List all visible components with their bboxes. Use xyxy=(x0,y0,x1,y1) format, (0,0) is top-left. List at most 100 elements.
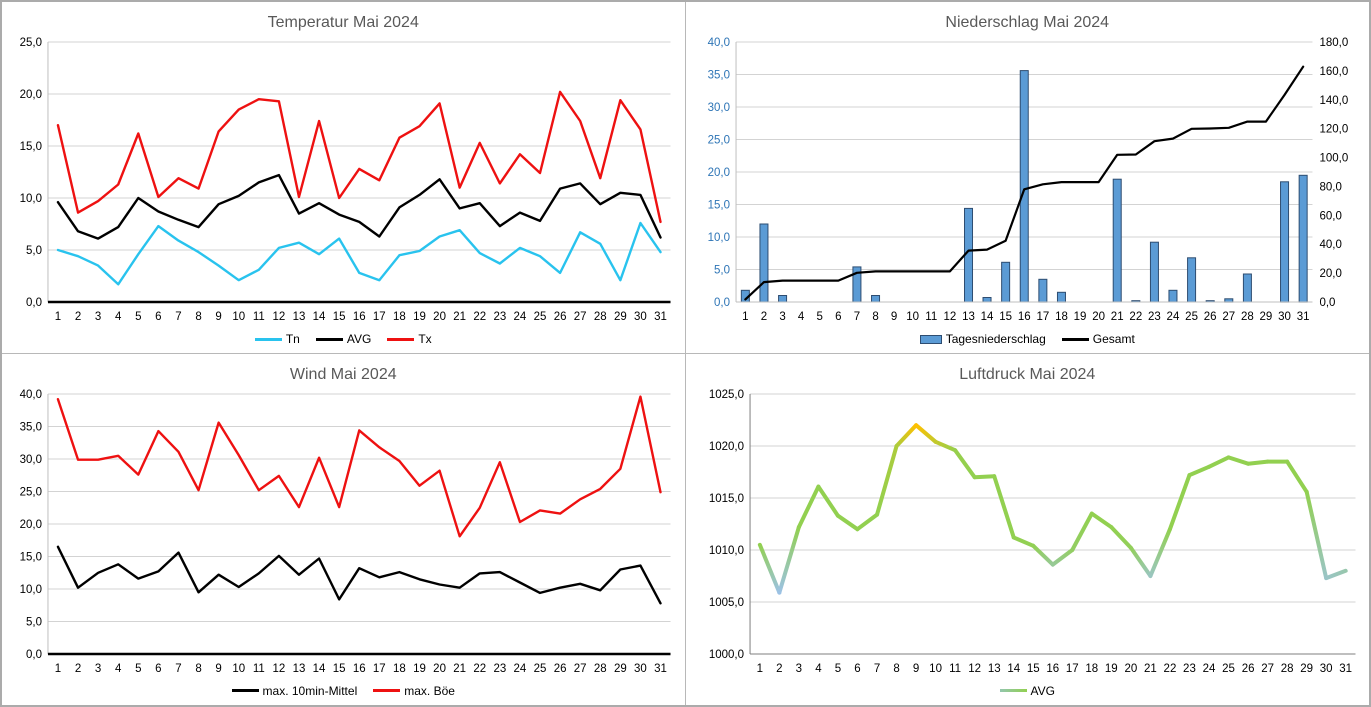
y-axis-tick-label: 1020,0 xyxy=(708,441,743,453)
x-axis-tick-label: 12 xyxy=(273,662,286,674)
legend-label-tn: Tn xyxy=(285,332,300,346)
x-axis-tick-label: 26 xyxy=(554,662,567,674)
y2-axis-tick-label: 180,0 xyxy=(1319,37,1348,49)
x-axis-tick-label: 30 xyxy=(1319,663,1332,675)
gridlines xyxy=(749,393,1355,654)
y2-axis-tick-label: 0,0 xyxy=(1319,297,1335,309)
panel-wind: Wind Mai 2024 0,0 5,0 10,0 15,0 20,0 25,0 30,0… xyxy=(2,353,686,705)
legend-item-total-precip: Gesamt xyxy=(1061,332,1135,346)
precipitation-chart: 0,05,010,015,020,025,030,035,040,00,020,… xyxy=(707,37,1348,323)
tx-line-swatch xyxy=(387,337,415,341)
y-axis-tick-label: 5,0 xyxy=(26,616,42,628)
legend-item-wind-mean: max. 10min-Mittel xyxy=(231,684,357,698)
x-axis-tick-label: 10 xyxy=(232,311,245,323)
precipitation-bar xyxy=(1186,257,1196,303)
x-axis-tick-label: 21 xyxy=(453,662,466,674)
x-axis-tick-label: 2 xyxy=(75,311,81,323)
x-axis-tick-label: 3 xyxy=(95,662,101,674)
x-axis-tick-label: 25 xyxy=(1222,663,1235,675)
y2-axis-tick-label: 20,0 xyxy=(1319,268,1341,280)
x-axis-tick-label: 23 xyxy=(493,311,506,323)
x-axis-labels: 1 2 3 4 5 6 7 8 9 10 11 12 13 14 15 16 17 18 19 20 21 22 23 24 2… xyxy=(742,311,1309,323)
precipitation-bar xyxy=(1298,174,1308,303)
total-precip-line-swatch xyxy=(1061,337,1089,341)
x-axis-tick-label: 3 xyxy=(779,311,785,323)
y2-axis-tick-label: 120,0 xyxy=(1319,124,1348,136)
cumulative-line xyxy=(743,65,1304,301)
x-axis-tick-label: 8 xyxy=(893,663,899,675)
wind-gust-line-swatch xyxy=(373,689,401,692)
precipitation-legend: Tagesniederschlag Gesamt xyxy=(686,328,1370,350)
y2-axis-labels: 0,0 20,0 40,0 60,0 80,0 100,0 120,0 140,0 160,0 1… xyxy=(1319,37,1348,309)
y-axis-tick-label: 5,0 xyxy=(714,265,730,277)
x-axis-tick-label: 15 xyxy=(999,311,1012,323)
y-axis-tick-label: 20,0 xyxy=(20,89,42,101)
legend-label-tx: Tx xyxy=(418,332,432,346)
pressure-avg-line-swatch xyxy=(999,689,1027,692)
temperature-legend: Tn AVG Tx xyxy=(2,328,685,350)
y-axis-tick-label: 20,0 xyxy=(707,167,729,179)
x-axis-tick-label: 23 xyxy=(1148,311,1161,323)
x-axis-tick-label: 7 xyxy=(853,311,859,323)
precipitation-bar xyxy=(1037,278,1047,303)
x-axis-tick-label: 6 xyxy=(854,663,860,675)
x-axis-tick-label: 24 xyxy=(1166,311,1179,323)
y-axis-tick-label: 35,0 xyxy=(707,70,729,82)
x-axis-labels: 1 2 3 4 5 6 7 8 9 10 11 12 13 14 15 16 17 18 19 20 21 22 23 24 2… xyxy=(55,662,667,674)
x-axis-tick-label: 23 xyxy=(493,662,506,674)
x-axis-tick-label: 19 xyxy=(413,311,426,323)
x-axis-tick-label: 4 xyxy=(115,662,122,674)
legend-item-tn: Tn xyxy=(254,332,300,346)
y-axis-tick-label: 30,0 xyxy=(707,102,729,114)
y-axis-tick-label: 25,0 xyxy=(20,486,42,498)
precipitation-bar xyxy=(1000,261,1010,303)
x-axis-tick-label: 12 xyxy=(943,311,956,323)
x-axis-tick-label: 9 xyxy=(912,663,918,675)
x-axis-tick-label: 28 xyxy=(1241,311,1254,323)
x-axis-tick-label: 19 xyxy=(1104,663,1117,675)
y-axis-tick-label: 1000,0 xyxy=(708,649,743,661)
x-axis-tick-label: 23 xyxy=(1183,663,1196,675)
x-axis-tick-label: 8 xyxy=(872,311,878,323)
x-axis-tick-label: 2 xyxy=(760,311,766,323)
x-axis-tick-label: 30 xyxy=(634,662,647,674)
y-axis-tick-label: 40,0 xyxy=(707,37,729,49)
y-axis-tick-label: 1015,0 xyxy=(708,493,743,505)
y-axis-tick-label: 0,0 xyxy=(26,297,42,309)
x-axis-tick-label: 18 xyxy=(1085,663,1098,675)
x-axis-tick-label: 12 xyxy=(968,663,981,675)
x-axis-tick-label: 24 xyxy=(514,662,527,674)
x-axis-tick-label: 17 xyxy=(1065,663,1078,675)
y-axis-tick-label: 30,0 xyxy=(20,453,42,465)
y-axis-tick-label: 5,0 xyxy=(26,245,42,257)
avg-line-swatch xyxy=(315,337,343,341)
x-axis-tick-label: 4 xyxy=(815,663,822,675)
y-axis-tick-label: 15,0 xyxy=(707,200,729,212)
wind-chart-title: Wind Mai 2024 xyxy=(289,365,397,383)
x-axis-tick-label: 10 xyxy=(929,663,942,675)
x-axis-tick-label: 27 xyxy=(574,662,587,674)
y-axis-tick-label: 10,0 xyxy=(707,232,729,244)
y-axis-tick-label: 10,0 xyxy=(20,193,42,205)
x-axis-tick-label: 21 xyxy=(453,311,466,323)
x-axis-tick-label: 29 xyxy=(614,311,627,323)
x-axis-tick-label: 17 xyxy=(1036,311,1049,323)
precipitation-bar xyxy=(1019,70,1029,303)
x-axis-tick-label: 21 xyxy=(1144,663,1157,675)
precipitation-bar xyxy=(1112,178,1122,303)
x-axis-tick-label: 29 xyxy=(614,662,627,674)
x-axis-tick-label: 25 xyxy=(534,662,547,674)
legend-item-daily-precip: Tagesniederschlag xyxy=(919,332,1046,346)
x-axis-tick-label: 1 xyxy=(742,311,748,323)
y-axis-tick-label: 15,0 xyxy=(20,141,42,153)
x-axis-tick-label: 10 xyxy=(906,311,919,323)
wind-chart: 0,05,010,015,020,025,030,035,040,01 2 3 4 5 6… xyxy=(20,388,671,675)
y-axis-labels: 0,0 5,0 10,0 15,0 20,0 25,0 30,0 35,0 40,0 xyxy=(707,37,729,309)
precipitation-bar xyxy=(870,295,880,303)
x-axis-tick-label: 9 xyxy=(215,311,221,323)
x-axis-tick-label: 1 xyxy=(756,663,762,675)
x-axis-tick-label: 13 xyxy=(987,663,1000,675)
x-axis-tick-label: 24 xyxy=(1202,663,1215,675)
